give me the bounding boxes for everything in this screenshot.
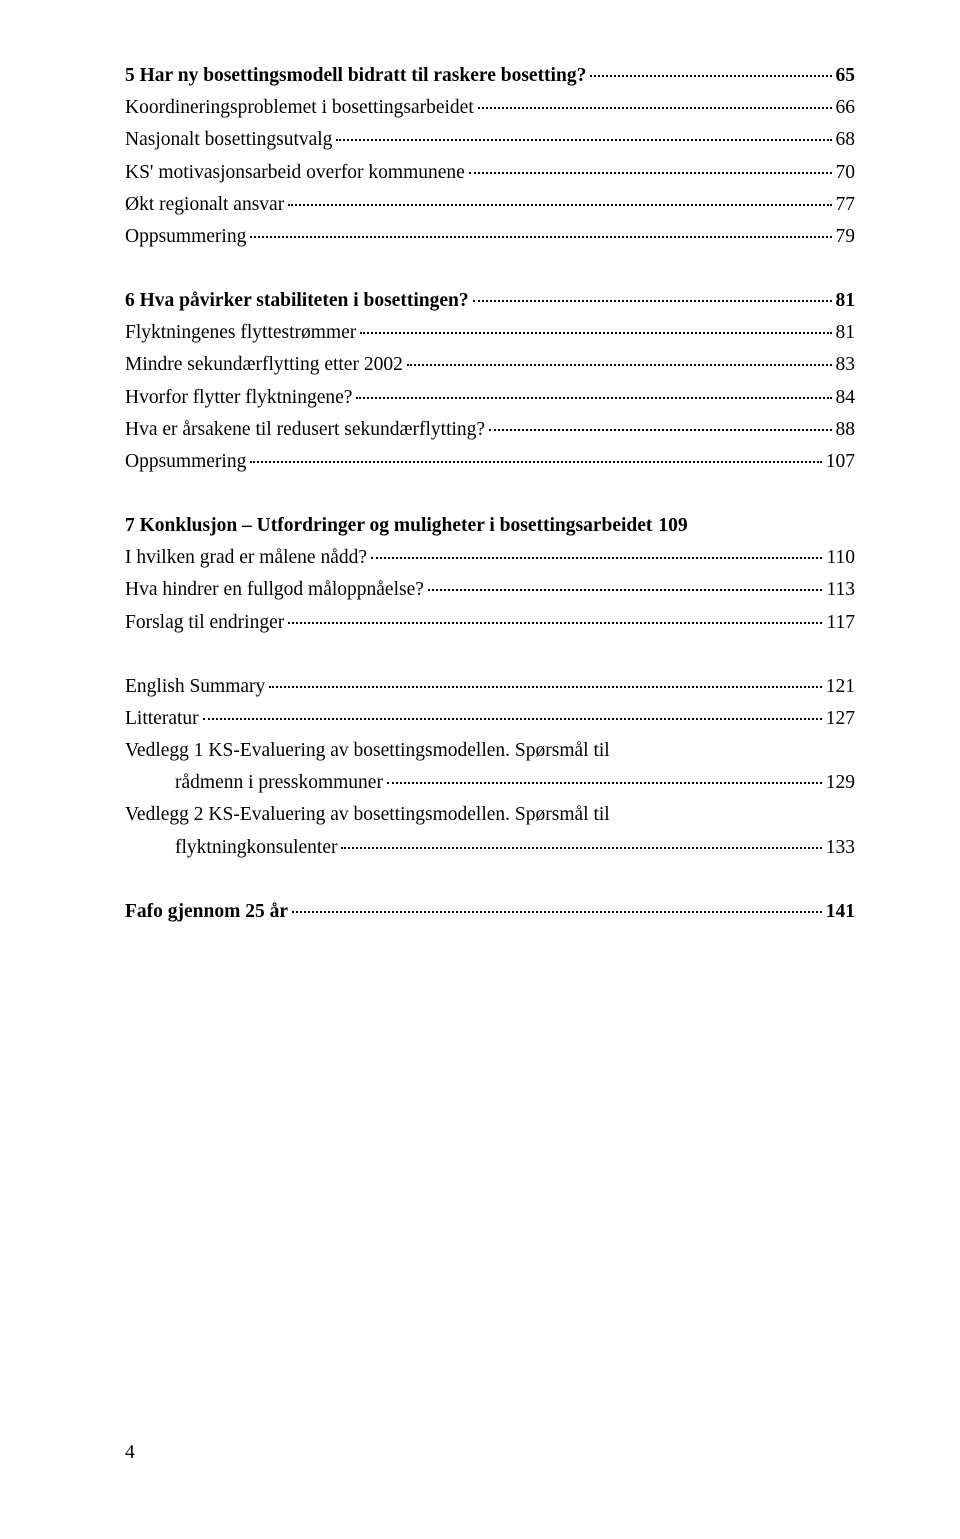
toc-entry-text: KS' motivasjonsarbeid overfor kommunene bbox=[125, 157, 465, 189]
toc-entry-page: 77 bbox=[836, 189, 856, 221]
toc-entry: Oppsummering 107 bbox=[125, 446, 855, 478]
toc-entry-page: 81 bbox=[836, 317, 856, 349]
toc-entry-text: Hva er årsakene til redusert sekundærfly… bbox=[125, 414, 485, 446]
toc-entry: Vedlegg 1 KS-Evaluering av bosettingsmod… bbox=[125, 735, 855, 767]
toc-entry-page: 121 bbox=[826, 671, 855, 703]
toc-entry: Oppsummering 79 bbox=[125, 221, 855, 253]
toc-entry-text: English Summary bbox=[125, 671, 265, 703]
toc-entry-page: 79 bbox=[836, 221, 856, 253]
toc-entry-page: 83 bbox=[836, 349, 856, 381]
toc-entry-text: Vedlegg 1 KS-Evaluering av bosettingsmod… bbox=[125, 735, 610, 767]
toc-entry-page: 133 bbox=[826, 832, 855, 864]
toc-entry-text: Litteratur bbox=[125, 703, 199, 735]
toc-heading: 7 Konklusjon – Utfordringer og mulighete… bbox=[125, 510, 855, 542]
toc-entry-continuation: flyktningkonsulenter 133 bbox=[125, 832, 855, 864]
toc-heading: 6 Hva påvirker stabiliteten i bosettinge… bbox=[125, 285, 855, 317]
toc-entry-page: 129 bbox=[826, 767, 855, 799]
toc-entry-page: 70 bbox=[836, 157, 856, 189]
toc-entry-text: rådmenn i presskommuner bbox=[175, 767, 383, 799]
toc-entry-page: 110 bbox=[826, 542, 855, 574]
toc-entry-text: Vedlegg 2 KS-Evaluering av bosettingsmod… bbox=[125, 799, 610, 831]
toc-entry-text: Hva hindrer en fullgod måloppnåelse? bbox=[125, 574, 424, 606]
toc-entry-page: 81 bbox=[836, 285, 856, 317]
toc-entry-text: Økt regionalt ansvar bbox=[125, 189, 284, 221]
toc-entry-page: 68 bbox=[836, 124, 856, 156]
toc-entry: Mindre sekundærflytting etter 2002 83 bbox=[125, 349, 855, 381]
toc-entry-page: 84 bbox=[836, 382, 856, 414]
toc-entry: Koordineringsproblemet i bosettingsarbei… bbox=[125, 92, 855, 124]
toc-entry: Hva er årsakene til redusert sekundærfly… bbox=[125, 414, 855, 446]
toc-entry-text: 7 Konklusjon – Utfordringer og mulighete… bbox=[125, 510, 652, 542]
toc-entry: Flyktningenes flyttestrømmer 81 bbox=[125, 317, 855, 349]
toc-entry-text: flyktningkonsulenter bbox=[175, 832, 337, 864]
page-number: 4 bbox=[125, 1442, 135, 1464]
toc-entry-text: Koordineringsproblemet i bosettingsarbei… bbox=[125, 92, 474, 124]
toc-entry-page: 141 bbox=[826, 896, 855, 928]
toc-entry-text: Forslag til endringer bbox=[125, 607, 284, 639]
toc-entry-text: Oppsummering bbox=[125, 221, 246, 253]
toc-entry-text: 5 Har ny bosettingsmodell bidratt til ra… bbox=[125, 60, 586, 92]
toc-entry-text: Hvorfor flytter flyktningene? bbox=[125, 382, 352, 414]
toc-entry-page: 109 bbox=[658, 510, 687, 542]
toc-entry-page: 127 bbox=[826, 703, 855, 735]
toc-heading: 5 Har ny bosettingsmodell bidratt til ra… bbox=[125, 60, 855, 92]
toc-entry: Hvorfor flytter flyktningene? 84 bbox=[125, 382, 855, 414]
toc-entry-text: 6 Hva påvirker stabiliteten i bosettinge… bbox=[125, 285, 469, 317]
toc-entry-text: Oppsummering bbox=[125, 446, 246, 478]
table-of-contents: 5 Har ny bosettingsmodell bidratt til ra… bbox=[125, 60, 855, 928]
toc-heading: Fafo gjennom 25 år 141 bbox=[125, 896, 855, 928]
toc-entry: Nasjonalt bosettingsutvalg 68 bbox=[125, 124, 855, 156]
toc-entry-page: 107 bbox=[826, 446, 855, 478]
toc-entry-text: Mindre sekundærflytting etter 2002 bbox=[125, 349, 403, 381]
toc-entry: Hva hindrer en fullgod måloppnåelse? 113 bbox=[125, 574, 855, 606]
toc-entry-text: Fafo gjennom 25 år bbox=[125, 896, 288, 928]
toc-entry: I hvilken grad er målene nådd? 110 bbox=[125, 542, 855, 574]
toc-entry-page: 66 bbox=[836, 92, 856, 124]
toc-entry-continuation: rådmenn i presskommuner 129 bbox=[125, 767, 855, 799]
toc-entry: Vedlegg 2 KS-Evaluering av bosettingsmod… bbox=[125, 799, 855, 831]
toc-entry: English Summary 121 bbox=[125, 671, 855, 703]
toc-entry: KS' motivasjonsarbeid overfor kommunene 7… bbox=[125, 157, 855, 189]
toc-entry-text: Flyktningenes flyttestrømmer bbox=[125, 317, 356, 349]
toc-entry-page: 65 bbox=[836, 60, 856, 92]
toc-entry-page: 117 bbox=[826, 607, 855, 639]
toc-entry-page: 88 bbox=[836, 414, 856, 446]
toc-entry: Litteratur 127 bbox=[125, 703, 855, 735]
toc-entry-page: 113 bbox=[826, 574, 855, 606]
toc-entry: Forslag til endringer 117 bbox=[125, 607, 855, 639]
toc-entry: Økt regionalt ansvar 77 bbox=[125, 189, 855, 221]
toc-entry-text: Nasjonalt bosettingsutvalg bbox=[125, 124, 332, 156]
toc-entry-text: I hvilken grad er målene nådd? bbox=[125, 542, 367, 574]
